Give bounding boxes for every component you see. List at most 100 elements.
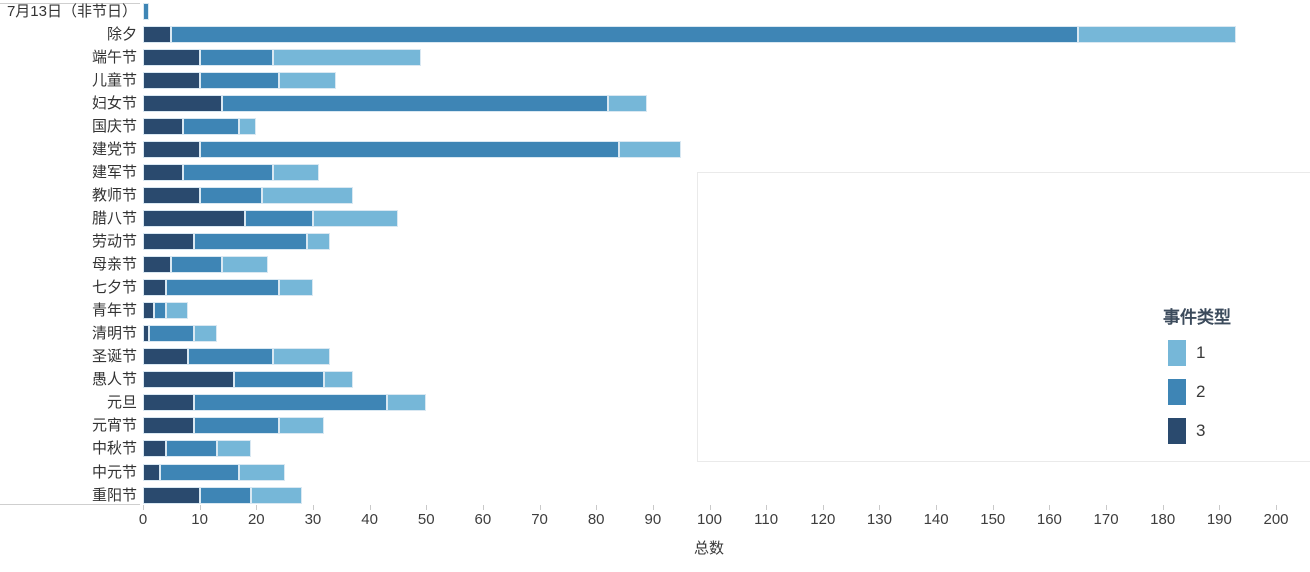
bar-segment-type-1[interactable] bbox=[278, 417, 325, 435]
x-axis-tick-label: 180 bbox=[1150, 511, 1176, 528]
bar-segment-type-2[interactable] bbox=[165, 279, 279, 297]
bar-segment-type-2[interactable] bbox=[143, 2, 149, 20]
legend-swatch bbox=[1168, 379, 1186, 405]
bar-segment-type-2[interactable] bbox=[199, 186, 262, 204]
bar-segment-type-1[interactable] bbox=[278, 279, 313, 297]
legend-label: 2 bbox=[1196, 382, 1206, 401]
x-axis-tick-label: 120 bbox=[810, 511, 836, 528]
x-axis-tick bbox=[482, 505, 484, 510]
bar-segment-type-3[interactable] bbox=[143, 186, 200, 204]
bar-segment-type-2[interactable] bbox=[193, 417, 279, 435]
legend-item-3[interactable]: 3 bbox=[1163, 418, 1231, 444]
bar-segment-type-3[interactable] bbox=[143, 394, 194, 412]
x-axis-tick bbox=[199, 505, 201, 510]
bar-segment-type-2[interactable] bbox=[154, 302, 166, 320]
bar-segment-type-1[interactable] bbox=[386, 394, 427, 412]
bar-segment-type-1[interactable] bbox=[273, 163, 319, 181]
x-axis-tick bbox=[312, 505, 314, 510]
bar-segment-type-1[interactable] bbox=[607, 94, 648, 112]
x-axis-tick bbox=[256, 505, 258, 510]
bar-segment-type-3[interactable] bbox=[143, 256, 172, 274]
bar-segment-type-1[interactable] bbox=[216, 440, 251, 458]
bar-segment-type-2[interactable] bbox=[182, 163, 274, 181]
bar-segment-type-3[interactable] bbox=[143, 48, 200, 66]
bar-segment-type-3[interactable] bbox=[143, 94, 223, 112]
bar-segment-type-2[interactable] bbox=[199, 486, 251, 504]
bar-segment-type-1[interactable] bbox=[261, 186, 353, 204]
category-label: 建党节 bbox=[91, 140, 137, 158]
x-axis-tick-label: 0 bbox=[138, 511, 148, 528]
bar-segment-type-2[interactable] bbox=[222, 94, 608, 112]
bar-segment-type-3[interactable] bbox=[143, 279, 166, 297]
bar-segment-type-3[interactable] bbox=[143, 486, 200, 504]
category-label: 劳动节 bbox=[91, 233, 137, 250]
x-axis-tick-label: 190 bbox=[1206, 511, 1232, 528]
bar-segment-type-2[interactable] bbox=[148, 325, 194, 343]
legend-item-1[interactable]: 1 bbox=[1163, 340, 1231, 366]
bar-segment-type-3[interactable] bbox=[143, 440, 166, 458]
bar-segment-type-2[interactable] bbox=[171, 25, 1078, 43]
bar-segment-type-1[interactable] bbox=[250, 486, 302, 504]
bar-segment-type-3[interactable] bbox=[143, 371, 234, 389]
bar-segment-type-3[interactable] bbox=[143, 140, 200, 158]
bar-segment-type-1[interactable] bbox=[324, 371, 353, 389]
bar-segment-type-3[interactable] bbox=[143, 302, 155, 320]
category-label: 中元节 bbox=[91, 463, 137, 481]
bar-segment-type-2[interactable] bbox=[159, 463, 240, 481]
legend-item-2[interactable]: 2 bbox=[1163, 379, 1231, 405]
bar-segment-type-3[interactable] bbox=[143, 463, 160, 481]
bar-segment-type-1[interactable] bbox=[278, 71, 336, 89]
x-axis-tick-label: 90 bbox=[644, 511, 662, 528]
x-axis-tick-label: 110 bbox=[754, 511, 779, 528]
bar-segment-type-3[interactable] bbox=[143, 117, 183, 135]
bar-segment-type-1[interactable] bbox=[273, 48, 421, 66]
bar-segment-type-2[interactable] bbox=[233, 371, 325, 389]
category-label: 元旦 bbox=[106, 394, 137, 412]
category-label: 七夕节 bbox=[91, 279, 137, 297]
bar-segment-type-2[interactable] bbox=[244, 209, 313, 227]
bar-segment-type-1[interactable] bbox=[312, 209, 398, 227]
bar-segment-type-3[interactable] bbox=[143, 417, 194, 435]
x-axis-tick bbox=[143, 505, 144, 510]
bar-segment-type-1[interactable] bbox=[165, 302, 189, 320]
x-axis-tick bbox=[879, 505, 881, 510]
bar-segment-type-1[interactable] bbox=[222, 256, 268, 274]
x-axis-tick-label: 80 bbox=[587, 511, 605, 528]
x-axis-tick-label: 50 bbox=[417, 511, 435, 528]
bar-segment-type-3[interactable] bbox=[143, 25, 172, 43]
legend-swatch bbox=[1168, 340, 1186, 366]
bar-segment-type-2[interactable] bbox=[171, 256, 223, 274]
bar-segment-type-3[interactable] bbox=[143, 348, 189, 366]
bar-segment-type-1[interactable] bbox=[1077, 25, 1237, 43]
category-label: 除夕 bbox=[106, 25, 137, 43]
bar-segment-type-1[interactable] bbox=[193, 325, 217, 343]
category-label: 母亲节 bbox=[91, 256, 137, 274]
bar-segment-type-2[interactable] bbox=[199, 140, 619, 158]
bar-segment-type-3[interactable] bbox=[143, 71, 200, 89]
category-label: 腊八节 bbox=[91, 209, 137, 227]
bar-segment-type-3[interactable] bbox=[143, 209, 245, 227]
legend-label: 1 bbox=[1196, 343, 1206, 362]
bar-segment-type-2[interactable] bbox=[199, 71, 279, 89]
bar-segment-type-1[interactable] bbox=[307, 233, 330, 250]
bar-segment-type-1[interactable] bbox=[618, 140, 682, 158]
bar-segment-type-1[interactable] bbox=[273, 348, 330, 366]
bar-segment-type-2[interactable] bbox=[188, 348, 274, 366]
bar-segment-type-1[interactable] bbox=[239, 117, 257, 135]
bar-segment-type-3[interactable] bbox=[143, 233, 194, 250]
bar-segment-type-1[interactable] bbox=[239, 463, 285, 481]
category-label: 清明节 bbox=[91, 325, 137, 343]
bar-segment-type-2[interactable] bbox=[193, 233, 308, 250]
bar-segment-type-2[interactable] bbox=[165, 440, 217, 458]
x-axis-tick bbox=[596, 505, 598, 510]
bar-segment-type-2[interactable] bbox=[193, 394, 387, 412]
category-label: 建军节 bbox=[91, 163, 137, 181]
category-label: 7月13日（非节日） bbox=[6, 2, 137, 20]
bar-segment-type-3[interactable] bbox=[143, 325, 149, 343]
bar-segment-type-3[interactable] bbox=[143, 163, 183, 181]
bar-segment-type-2[interactable] bbox=[182, 117, 240, 135]
bar-segment-type-2[interactable] bbox=[199, 48, 274, 66]
category-label: 愚人节 bbox=[91, 371, 137, 389]
x-axis-tick-label: 150 bbox=[980, 511, 1006, 528]
